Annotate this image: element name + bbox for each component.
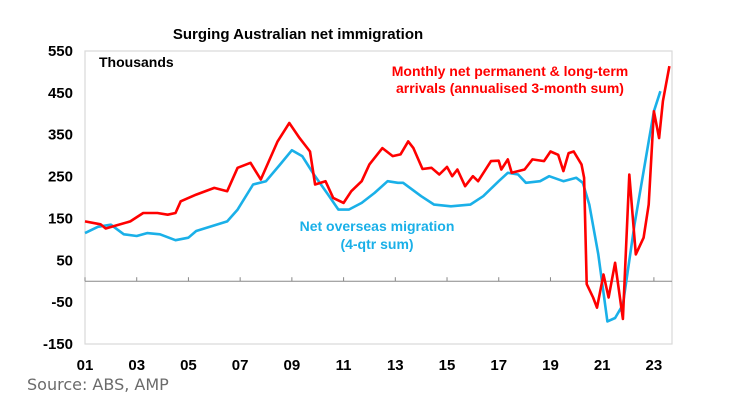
x-tick-label: 07 xyxy=(232,357,249,374)
y-tick-label: 250 xyxy=(48,169,73,186)
x-tick-label: 03 xyxy=(128,357,145,374)
series-label-red: Monthly net permanent & long-term xyxy=(392,63,628,79)
y-tick-label: -50 xyxy=(51,294,73,311)
y-tick-label: 350 xyxy=(48,127,73,144)
series-label-blue: Net overseas migration xyxy=(300,218,455,234)
x-tick-label: 01 xyxy=(77,357,94,374)
x-tick-label: 19 xyxy=(542,357,559,374)
y-tick-label: 550 xyxy=(48,43,73,60)
plot-frame xyxy=(84,50,673,345)
chart-title: Surging Australian net immigration xyxy=(173,26,423,43)
x-tick-label: 21 xyxy=(594,357,611,374)
y-tick-label: 50 xyxy=(56,252,73,269)
x-tick-label: 17 xyxy=(490,357,507,374)
x-tick-label: 13 xyxy=(387,357,404,374)
x-tick-label: 11 xyxy=(336,357,352,374)
y-axis-label: Thousands xyxy=(99,54,174,70)
y-tick-label: -150 xyxy=(43,336,73,353)
series-line xyxy=(84,90,662,323)
series-label-blue: (4-qtr sum) xyxy=(340,236,413,252)
x-tick-label: 15 xyxy=(439,357,456,374)
y-tick-label: 150 xyxy=(48,210,73,227)
series-line xyxy=(84,65,671,321)
series-label-red: arrivals (annualised 3-month sum) xyxy=(396,80,624,96)
source-note: Source: ABS, AMP xyxy=(27,375,169,394)
x-tick-label: 23 xyxy=(646,357,663,374)
x-tick-label: 05 xyxy=(180,357,197,374)
x-tick-label: 09 xyxy=(284,357,301,374)
y-tick-label: 450 xyxy=(48,85,73,102)
